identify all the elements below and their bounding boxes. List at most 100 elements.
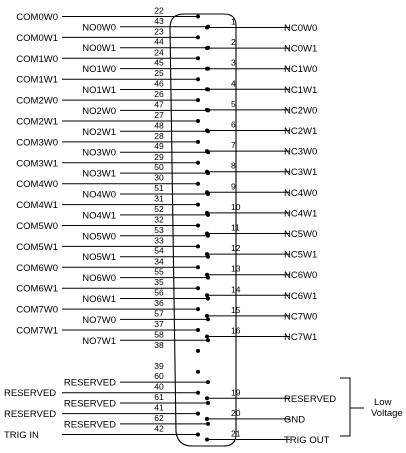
- pin-55-label: NO6W0: [82, 273, 116, 284]
- pin-21-contact: [205, 437, 209, 442]
- pin-6-contact: [205, 128, 209, 133]
- pin-34-number: 34: [154, 256, 164, 266]
- pin-12-number: 12: [231, 243, 241, 253]
- pin-11-contact: [205, 231, 209, 236]
- pin-23-label: COM0W1: [16, 33, 58, 44]
- pin-43-number: 43: [154, 16, 164, 26]
- pin-44-label: NO0W1: [82, 43, 116, 54]
- pin-61-number: 61: [154, 392, 164, 402]
- pin-10-label: NC4W1: [284, 208, 317, 219]
- pin-58-label: NO7W1: [82, 336, 116, 347]
- pin-8-contact: [205, 169, 209, 174]
- pin-4-contact: [205, 87, 209, 92]
- pin-27-contact: [196, 119, 200, 123]
- pin-30-number: 30: [154, 173, 164, 183]
- pin-36-label: COM7W0: [16, 305, 58, 316]
- pin-9-label: NC4W0: [284, 188, 317, 199]
- pin-22-contact: [196, 14, 200, 19]
- pin-2-contact: [205, 46, 209, 51]
- pin-50-label: NO3W1: [82, 169, 116, 180]
- pin-29-contact: [196, 160, 200, 165]
- pin-57-number: 57: [154, 308, 164, 318]
- pin-15-contact: [205, 313, 209, 318]
- pin-7-label: NC3W0: [284, 147, 317, 158]
- pin-11-number: 11: [231, 223, 240, 233]
- pin-3-contact: [205, 66, 209, 71]
- pin-56-number: 56: [154, 288, 164, 298]
- pin-56-label: NO6W1: [82, 294, 116, 305]
- pin-25-contact: [196, 77, 200, 82]
- pin-47-number: 47: [154, 99, 164, 109]
- pin-39-number: 39: [154, 361, 164, 371]
- pin-31-label: COM4W1: [16, 200, 58, 211]
- pin-62-number: 62: [154, 413, 164, 423]
- pin-55-number: 55: [154, 267, 164, 277]
- pin-32-number: 32: [154, 215, 164, 225]
- pin-25-number: 25: [154, 68, 164, 78]
- pin-1-label: NC0W0: [284, 23, 317, 34]
- pin-61-label: RESERVED: [64, 399, 116, 410]
- pin-28-contact: [196, 139, 200, 144]
- connector-shell: [169, 13, 237, 447]
- pin-21-label: TRIG OUT: [284, 435, 330, 446]
- pin-19-label: RESERVED: [284, 394, 336, 405]
- pin-9-number: 9: [231, 181, 236, 191]
- pin-16-contact: [205, 334, 209, 339]
- pin-13-contact: [205, 272, 209, 277]
- pin-53-label: NO5W0: [82, 231, 116, 242]
- pin-42-label: TRIG IN: [4, 430, 39, 441]
- pin-16-label: NC7W1: [284, 332, 317, 343]
- pin-40-contact: [196, 390, 200, 395]
- pin-34-contact: [196, 265, 200, 270]
- pin-51-number: 51: [154, 183, 164, 193]
- pin-24-label: COM1W0: [16, 54, 58, 65]
- pin-32-contact: [196, 223, 200, 228]
- pin-8-number: 8: [231, 161, 236, 171]
- pin-26-number: 26: [154, 89, 164, 99]
- pin-29-label: COM3W1: [16, 158, 58, 169]
- pin-47-label: NO2W0: [82, 106, 116, 117]
- pin-62-label: RESERVED: [64, 419, 116, 430]
- pin-27-label: COM2W1: [16, 117, 58, 128]
- pin-35-contact: [196, 286, 200, 291]
- pin-14-number: 14: [231, 284, 241, 294]
- pin-40-label: RESERVED: [4, 388, 56, 399]
- pin-28-label: COM3W0: [16, 137, 58, 148]
- pin-62-contact: [206, 421, 210, 426]
- pin-12-contact: [205, 252, 209, 257]
- pin-35-number: 35: [154, 277, 164, 287]
- pin-12-label: NC5W1: [284, 250, 317, 261]
- low-voltage-bracket: Low Voltage: [340, 377, 403, 437]
- pin-23-contact: [196, 35, 200, 40]
- pin-45-number: 45: [154, 58, 164, 68]
- pin-60-contact: [206, 380, 210, 385]
- pin-40-number: 40: [154, 382, 164, 392]
- pin-15-number: 15: [231, 305, 241, 315]
- pin-60-number: 60: [154, 371, 164, 381]
- pin-24-number: 24: [154, 47, 164, 57]
- pin-41-contact: [196, 411, 200, 416]
- pin-42-contact: [196, 432, 200, 437]
- pin-13-label: NC6W0: [284, 270, 317, 281]
- pin-31-number: 31: [154, 194, 164, 204]
- pin-37-number: 37: [154, 319, 164, 329]
- pin-6-label: NC2W1: [284, 126, 317, 137]
- pin-38-contact: [196, 348, 200, 353]
- pin-60-label: RESERVED: [64, 378, 116, 389]
- pin-43-label: NO0W0: [82, 22, 116, 33]
- pin-14-label: NC6W1: [284, 291, 317, 302]
- pin-39-contact: [196, 369, 200, 374]
- pin-26-contact: [196, 98, 200, 103]
- pin-30-contact: [196, 181, 200, 186]
- labels-group: 22COM0W023COM0W124COM1W025COM1W126COM2W0…: [4, 6, 336, 447]
- pin-46-number: 46: [154, 79, 164, 89]
- pin-28-number: 28: [154, 131, 164, 141]
- pin-13-number: 13: [231, 264, 241, 274]
- pin-5-contact: [205, 107, 209, 112]
- pin-22-number: 22: [154, 6, 164, 16]
- pin-1-contact: [205, 25, 209, 30]
- pin-16-number: 16: [231, 326, 241, 336]
- pin-25-label: COM1W1: [16, 75, 58, 86]
- pin-61-contact: [206, 401, 210, 405]
